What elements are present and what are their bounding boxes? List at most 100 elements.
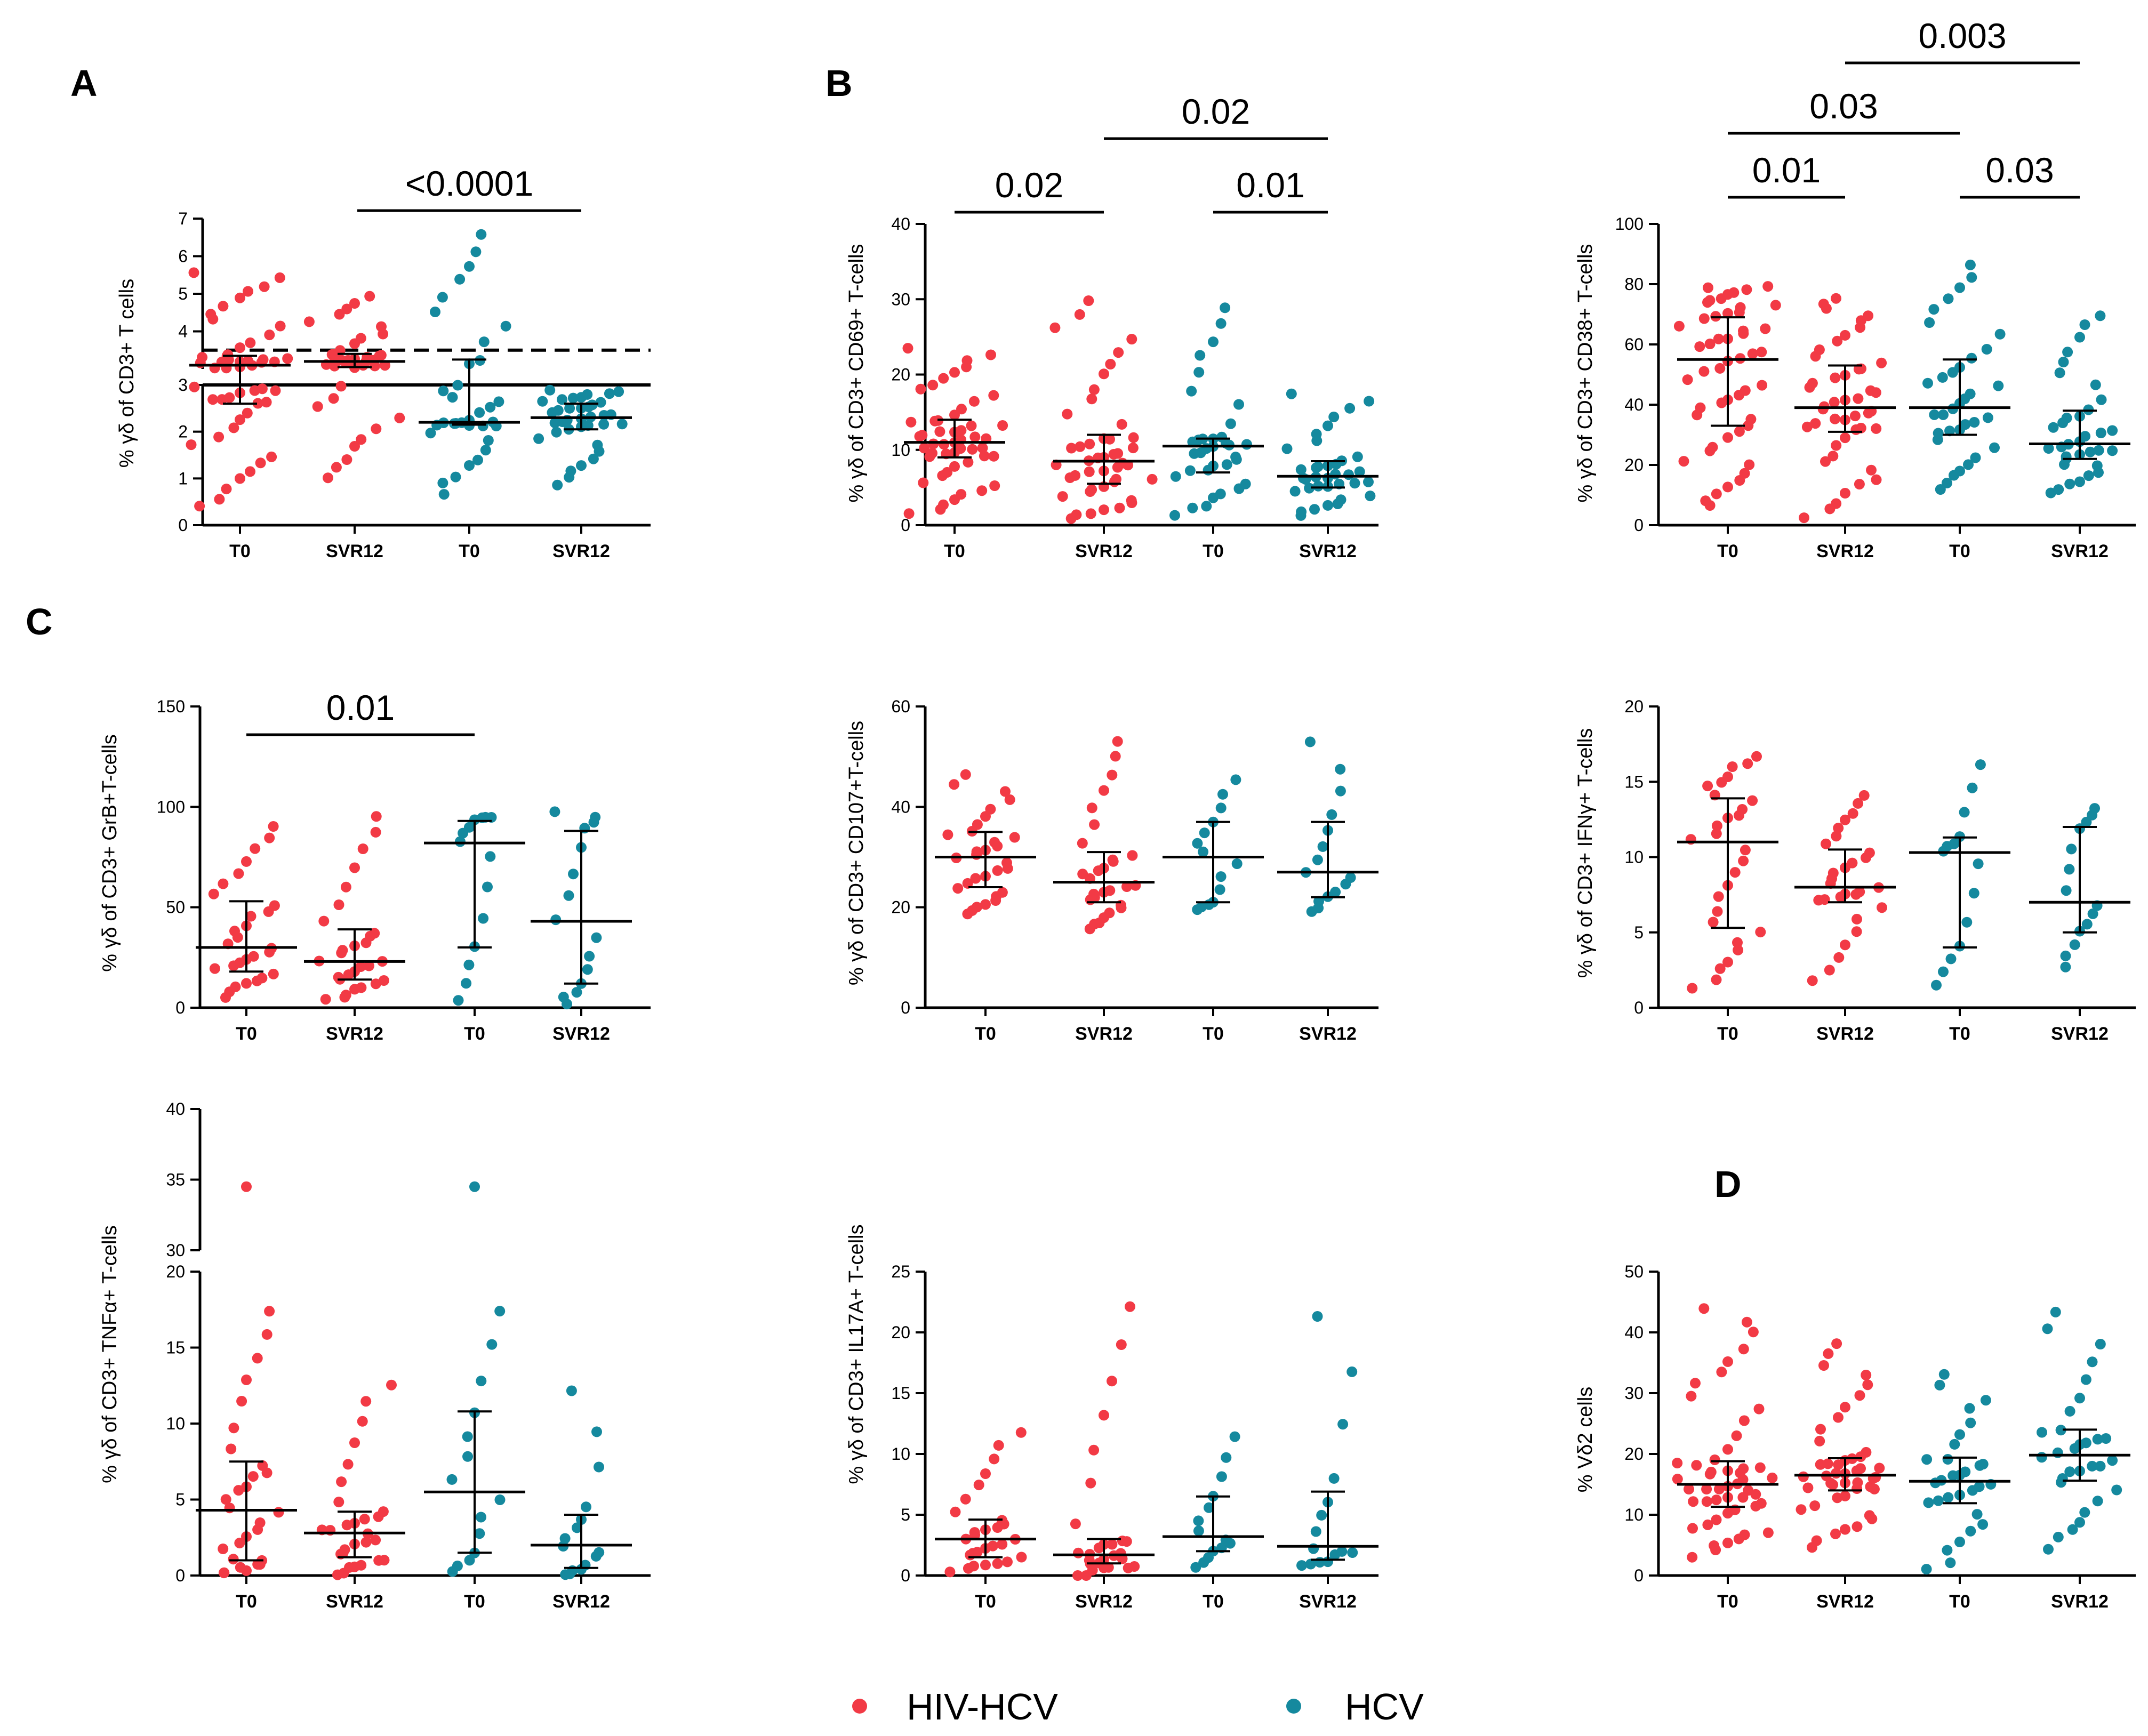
data-point <box>1233 399 1244 410</box>
data-point <box>1840 1524 1850 1535</box>
data-point <box>1089 819 1100 830</box>
data-point <box>1088 384 1100 395</box>
data-point <box>1810 418 1821 429</box>
data-point <box>1929 409 1940 420</box>
data-point <box>462 1431 473 1442</box>
data-point <box>1328 1473 1340 1484</box>
data-point <box>952 883 964 894</box>
chart-c1: 0 50 100 150 T0 SVR12 T0 SVR12 % γδ of CD3+ GrB+… <box>99 688 651 1044</box>
data-point <box>1195 350 1206 361</box>
data-point <box>270 385 281 396</box>
data-point <box>558 992 569 1003</box>
data-point <box>1732 937 1743 948</box>
data-point <box>1831 498 1842 509</box>
data-point <box>2087 1460 2098 1472</box>
y-tick-label: 40 <box>1624 1323 1644 1342</box>
data-point <box>1822 1458 1833 1469</box>
data-point <box>333 899 344 910</box>
data-point <box>566 1385 577 1396</box>
data-point <box>247 1471 259 1482</box>
data-point <box>939 439 950 450</box>
data-point <box>938 499 949 510</box>
data-point <box>1115 1548 1126 1559</box>
data-point <box>2069 939 2080 950</box>
data-point <box>594 1547 605 1558</box>
data-point <box>1938 966 1949 977</box>
data-point <box>1004 794 1015 805</box>
data-point <box>968 396 980 407</box>
data-point <box>1114 502 1125 513</box>
data-point <box>243 286 253 297</box>
data-point <box>1943 293 1954 304</box>
data-point <box>1104 907 1115 919</box>
data-point <box>544 384 556 396</box>
data-point <box>969 1527 980 1538</box>
y-tick-label: 20 <box>891 365 910 384</box>
y-tick-label: 6 <box>178 247 188 266</box>
data-point <box>235 292 245 303</box>
y-tick-label: 60 <box>1624 335 1644 354</box>
data-point <box>1840 1402 1850 1413</box>
data-point <box>934 426 945 437</box>
data-point <box>1702 781 1713 792</box>
data-point <box>1199 827 1210 839</box>
data-point <box>1865 385 1876 396</box>
data-point <box>1840 814 1850 825</box>
data-point <box>235 342 245 353</box>
data-point <box>919 443 930 454</box>
data-point <box>1954 1537 1965 1547</box>
data-point <box>269 900 280 911</box>
data-point <box>1949 838 1960 849</box>
data-point <box>592 439 603 451</box>
data-point <box>1830 372 1841 383</box>
y-tick-label: 20 <box>1624 455 1644 475</box>
data-point <box>1802 1482 1814 1493</box>
chart-a: 0 1 2 3 4 5 6 7 T0 SVR12 T0 SVR12 % γδ of CD3+ T cel… <box>116 164 651 561</box>
data-point <box>1308 1543 1319 1554</box>
data-point <box>476 1376 487 1387</box>
data-point <box>1830 413 1840 424</box>
data-point <box>2085 446 2096 457</box>
data-point <box>1943 1492 1954 1503</box>
data-point <box>917 430 928 441</box>
data-point <box>2055 1425 2066 1436</box>
data-point <box>197 352 208 363</box>
data-point <box>1864 1510 1875 1521</box>
x-tick-label: T0 <box>1203 1592 1224 1612</box>
data-point <box>1687 1552 1698 1563</box>
data-point <box>979 451 990 462</box>
x-tick-label: SVR12 <box>326 1592 383 1612</box>
data-point <box>2101 1433 2112 1444</box>
data-point <box>1304 736 1316 748</box>
y-tick-label: 0 <box>175 998 185 1017</box>
data-point <box>194 501 205 512</box>
data-point <box>1854 1390 1865 1401</box>
data-point <box>591 932 602 943</box>
y-tick-label: 0 <box>175 1566 185 1585</box>
data-point <box>1954 1429 1965 1440</box>
data-point <box>236 1396 247 1407</box>
data-point <box>1701 1484 1712 1494</box>
x-tick-label: SVR12 <box>1816 541 1874 561</box>
data-point <box>1698 313 1710 324</box>
x-tick-label: T0 <box>1717 541 1738 561</box>
x-tick-label: T0 <box>464 1024 485 1044</box>
data-point <box>2107 425 2118 436</box>
data-point <box>245 337 256 348</box>
data-point <box>255 457 266 469</box>
x-tick-label: SVR12 <box>326 541 383 561</box>
data-point <box>452 380 463 391</box>
legend: HIV-HCV HCV <box>852 1686 1424 1727</box>
data-point <box>988 390 999 401</box>
data-point <box>598 419 610 430</box>
data-point <box>1057 491 1068 502</box>
data-point <box>571 987 582 998</box>
data-point <box>1099 785 1109 796</box>
data-point <box>956 404 967 415</box>
data-point <box>1335 763 1346 775</box>
y-axis-label: % γδ of CD3+ IFNγ+ T-cells <box>1574 728 1597 978</box>
data-point <box>985 349 996 360</box>
data-point <box>1312 461 1324 472</box>
data-point <box>557 394 567 405</box>
